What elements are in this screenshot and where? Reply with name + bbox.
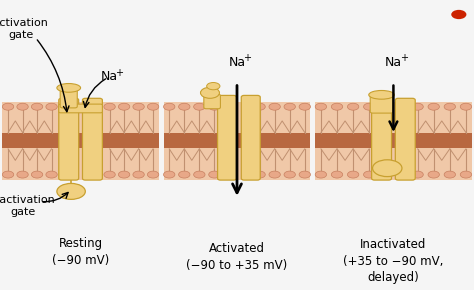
Circle shape [460,171,472,178]
Circle shape [46,171,57,178]
FancyBboxPatch shape [370,96,393,113]
Circle shape [147,103,159,110]
FancyBboxPatch shape [59,104,102,113]
FancyBboxPatch shape [241,95,260,180]
Circle shape [364,103,375,110]
FancyBboxPatch shape [372,98,392,180]
FancyBboxPatch shape [218,95,237,180]
Text: Na: Na [385,56,402,69]
Circle shape [179,171,190,178]
Circle shape [209,103,220,110]
Circle shape [104,103,115,110]
Circle shape [2,171,14,178]
Circle shape [444,103,456,110]
Circle shape [428,171,439,178]
Ellipse shape [373,160,402,177]
Circle shape [17,171,28,178]
Ellipse shape [207,82,220,90]
Circle shape [331,171,343,178]
Circle shape [254,103,265,110]
Circle shape [147,171,159,178]
Circle shape [412,103,423,110]
Circle shape [269,103,280,110]
Text: +: + [244,53,251,63]
Circle shape [179,103,190,110]
Circle shape [209,171,220,178]
Circle shape [164,171,175,178]
Text: Activation
gate: Activation gate [0,18,49,40]
Circle shape [2,103,14,110]
Circle shape [451,10,466,19]
Circle shape [31,103,43,110]
Bar [2,133,159,148]
Text: Activated
(−90 to +35 mV): Activated (−90 to +35 mV) [186,242,288,272]
Ellipse shape [57,184,85,200]
Circle shape [254,171,265,178]
FancyBboxPatch shape [82,98,102,180]
Text: Resting
(−90 mV): Resting (−90 mV) [52,237,109,267]
FancyBboxPatch shape [60,88,77,108]
Bar [2,102,159,180]
Circle shape [118,171,130,178]
Circle shape [269,171,280,178]
Circle shape [315,171,327,178]
Circle shape [17,103,28,110]
Circle shape [444,171,456,178]
Circle shape [315,103,327,110]
Circle shape [412,171,423,178]
Circle shape [460,103,472,110]
Text: Inactivation
gate: Inactivation gate [0,195,55,217]
Circle shape [164,103,175,110]
Circle shape [284,103,295,110]
Circle shape [364,171,375,178]
Text: Na: Na [228,56,246,69]
Circle shape [347,171,359,178]
Text: +: + [400,53,408,63]
Circle shape [428,103,439,110]
Bar [315,133,472,148]
Circle shape [133,171,144,178]
Ellipse shape [369,90,394,99]
Ellipse shape [57,84,81,92]
Circle shape [104,171,115,178]
Circle shape [31,171,43,178]
Circle shape [46,103,57,110]
Text: +: + [116,68,123,77]
Circle shape [133,103,144,110]
Circle shape [331,103,343,110]
Circle shape [194,103,205,110]
Circle shape [299,103,310,110]
Ellipse shape [201,87,219,98]
FancyBboxPatch shape [59,98,79,180]
Bar [315,102,472,180]
Circle shape [194,171,205,178]
Circle shape [299,171,310,178]
Bar [164,102,310,180]
Circle shape [118,103,130,110]
FancyBboxPatch shape [395,98,415,180]
Text: Inactivated
(+35 to −90 mV,
delayed): Inactivated (+35 to −90 mV, delayed) [343,238,444,284]
FancyBboxPatch shape [204,94,220,109]
Circle shape [347,103,359,110]
Circle shape [284,171,295,178]
Bar [164,133,310,148]
Text: Na: Na [100,70,118,83]
